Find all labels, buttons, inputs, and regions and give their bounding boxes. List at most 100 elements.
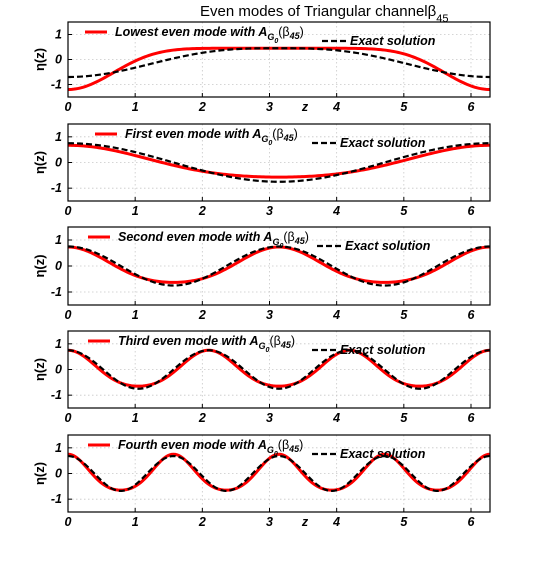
legend-approx-sub: 45 bbox=[288, 444, 300, 454]
legend-approx-G: G bbox=[261, 134, 268, 144]
series-approx-line bbox=[67, 348, 491, 388]
figure-title-text: Even modes of Triangular channel bbox=[200, 3, 428, 20]
x-tick-label: 3 bbox=[266, 204, 273, 218]
y-tick-label: 0 bbox=[55, 467, 62, 481]
x-tick-label: 4 bbox=[332, 515, 340, 529]
legend-approx-A: A bbox=[251, 127, 261, 141]
x-tick-label: 2 bbox=[198, 515, 206, 529]
x-tick-label: 1 bbox=[132, 204, 139, 218]
x-tick-label: 5 bbox=[400, 515, 408, 529]
x-tick-label: 3 bbox=[266, 100, 273, 114]
legend-approx-text: Third even mode with bbox=[118, 334, 250, 348]
x-tick-label: 4 bbox=[332, 308, 340, 322]
y-axis-label: η(z) bbox=[32, 151, 47, 174]
x-axis-label: z bbox=[301, 100, 309, 114]
y-tick-label: -1 bbox=[51, 492, 62, 506]
legend-approx-zero: 0 bbox=[274, 38, 278, 45]
x-tick-label: 1 bbox=[132, 308, 139, 322]
x-tick-label: 0 bbox=[65, 411, 72, 425]
series-approx-line bbox=[67, 46, 491, 91]
x-tick-label: 1 bbox=[132, 411, 139, 425]
x-tick-label: 2 bbox=[198, 204, 206, 218]
legend-approx-label: Lowest even mode with AG0(β45) bbox=[115, 25, 304, 45]
series-approx-line bbox=[67, 143, 491, 179]
x-tick-label: 0 bbox=[65, 204, 72, 218]
legend-approx-sub: 45 bbox=[289, 31, 301, 41]
x-tick-label: 6 bbox=[468, 100, 476, 114]
legend-approx-beta: (β bbox=[269, 334, 280, 348]
y-tick-label: -1 bbox=[51, 78, 62, 92]
y-axis-label: η(z) bbox=[32, 254, 47, 277]
x-tick-label: 5 bbox=[400, 204, 408, 218]
x-tick-label: 3 bbox=[266, 515, 273, 529]
legend-approx-G: G bbox=[259, 341, 266, 351]
x-tick-label: 6 bbox=[468, 308, 476, 322]
legend-approx-text: Fourth even mode with bbox=[118, 438, 258, 452]
x-tick-label: 1 bbox=[132, 515, 139, 529]
legend-approx-zero: 0 bbox=[268, 140, 272, 147]
x-tick-label: 4 bbox=[332, 411, 340, 425]
legend-approx-label: Second even mode with AG0(β45) bbox=[118, 230, 309, 250]
y-tick-label: 1 bbox=[55, 28, 62, 42]
x-tick-label: 2 bbox=[198, 411, 206, 425]
y-axis-label: η(z) bbox=[32, 358, 47, 381]
legend-approx-label: First even mode with AG0(β45) bbox=[125, 127, 298, 147]
legend-approx-close: ) bbox=[291, 334, 295, 348]
legend-approx-label: Third even mode with AG0(β45) bbox=[118, 334, 295, 354]
legend-approx-beta: (β bbox=[278, 25, 289, 39]
y-tick-label: 0 bbox=[55, 259, 62, 273]
series-exact-line bbox=[67, 454, 491, 493]
legend-exact-label: Exact solution bbox=[340, 136, 426, 150]
figure-title-subscript: 45 bbox=[436, 13, 448, 25]
y-tick-label: 1 bbox=[55, 130, 62, 144]
legend-exact-label: Exact solution bbox=[350, 34, 436, 48]
legend-approx-beta: (β bbox=[283, 230, 294, 244]
series-approx-line bbox=[67, 452, 491, 492]
x-tick-label: 5 bbox=[400, 411, 408, 425]
legend-approx-zero: 0 bbox=[266, 347, 270, 354]
x-tick-label: 0 bbox=[65, 308, 72, 322]
legend-approx-sub: 45 bbox=[283, 133, 295, 143]
x-tick-label: 4 bbox=[332, 204, 340, 218]
series-exact-line bbox=[67, 47, 491, 79]
x-tick-label: 2 bbox=[198, 308, 206, 322]
legend-approx-close: ) bbox=[294, 127, 298, 141]
y-tick-label: 0 bbox=[55, 156, 62, 170]
x-tick-label: 5 bbox=[400, 308, 408, 322]
legend-approx-A: A bbox=[262, 230, 272, 244]
x-tick-label: 4 bbox=[332, 100, 340, 114]
series-exact-line bbox=[67, 245, 491, 287]
legend-approx-text: Lowest even mode with bbox=[115, 25, 258, 39]
y-axis-label: η(z) bbox=[32, 48, 47, 71]
x-tick-label: 5 bbox=[400, 100, 408, 114]
x-tick-label: 6 bbox=[468, 515, 476, 529]
y-axis-label: η(z) bbox=[32, 462, 47, 485]
series-exact-line bbox=[67, 349, 491, 390]
legend-approx-zero: 0 bbox=[274, 451, 278, 458]
legend-approx-zero: 0 bbox=[279, 243, 283, 250]
x-axis-label: z bbox=[301, 515, 309, 529]
y-tick-label: 1 bbox=[55, 233, 62, 247]
legend-approx-G: G bbox=[272, 237, 279, 247]
legend-approx-close: ) bbox=[300, 25, 304, 39]
legend-exact-label: Exact solution bbox=[345, 239, 431, 253]
x-tick-label: 0 bbox=[65, 100, 72, 114]
y-tick-label: 0 bbox=[55, 363, 62, 377]
legend-approx-sub: 45 bbox=[294, 236, 306, 246]
legend-approx-close: ) bbox=[299, 438, 303, 452]
x-tick-label: 6 bbox=[468, 204, 476, 218]
y-tick-label: 1 bbox=[55, 441, 62, 455]
legend-exact-label: Exact solution bbox=[340, 447, 426, 461]
x-tick-label: 3 bbox=[266, 411, 273, 425]
x-tick-label: 2 bbox=[198, 100, 206, 114]
y-tick-label: -1 bbox=[51, 285, 62, 299]
legend-approx-G: G bbox=[267, 32, 274, 42]
legend-approx-A: A bbox=[257, 438, 267, 452]
